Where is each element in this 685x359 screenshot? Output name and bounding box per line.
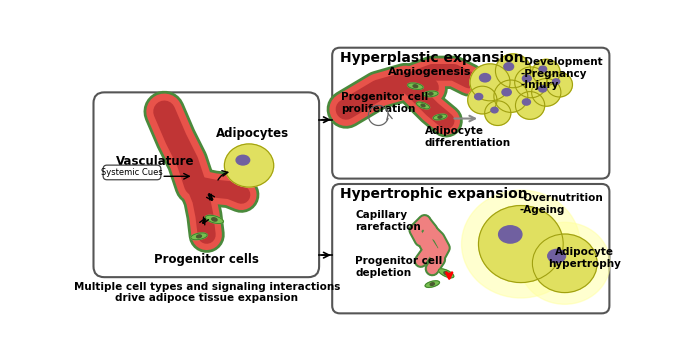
Ellipse shape [197,235,201,238]
Text: Vasculature: Vasculature [116,155,195,168]
Text: Multiple cell types and signaling interactions: Multiple cell types and signaling intera… [73,282,340,292]
FancyBboxPatch shape [332,184,610,313]
Ellipse shape [444,272,449,275]
Text: Adipocytes: Adipocytes [216,127,290,140]
Ellipse shape [225,144,274,187]
Ellipse shape [546,73,573,97]
Ellipse shape [413,85,418,88]
Ellipse shape [519,222,610,304]
Ellipse shape [515,92,545,119]
Ellipse shape [539,66,547,72]
Ellipse shape [538,86,547,92]
Text: Systemic Cues: Systemic Cues [101,168,163,177]
Ellipse shape [532,79,561,106]
Ellipse shape [408,83,423,89]
FancyBboxPatch shape [332,48,610,178]
Ellipse shape [470,64,510,101]
Text: Progenitor cells: Progenitor cells [154,253,259,266]
Ellipse shape [475,93,483,100]
Ellipse shape [485,101,511,125]
Ellipse shape [421,104,425,107]
Ellipse shape [438,269,453,278]
Ellipse shape [553,79,560,84]
Ellipse shape [430,283,434,285]
Text: -Development
-Pregnancy
-Injury: -Development -Pregnancy -Injury [521,57,603,90]
Ellipse shape [433,114,447,120]
Ellipse shape [491,107,498,113]
Ellipse shape [425,281,440,288]
Ellipse shape [206,215,223,224]
Ellipse shape [514,67,547,98]
Text: Hypertrophic expansion: Hypertrophic expansion [340,187,527,201]
Ellipse shape [499,226,522,243]
Text: Progenitor cell
depletion: Progenitor cell depletion [356,256,443,278]
Ellipse shape [504,63,514,70]
Text: Progenitor cell
proliferation: Progenitor cell proliferation [341,92,429,114]
Ellipse shape [468,86,497,114]
Ellipse shape [191,233,207,240]
Ellipse shape [523,75,532,82]
Ellipse shape [429,93,433,95]
Ellipse shape [423,91,438,97]
Ellipse shape [532,234,597,293]
Text: Capillary
rarefaction: Capillary rarefaction [356,210,421,232]
Text: Angiogenesis: Angiogenesis [388,67,472,77]
Ellipse shape [523,99,530,105]
Ellipse shape [495,54,531,88]
Text: drive adipoce tissue expansion: drive adipoce tissue expansion [115,293,298,303]
Ellipse shape [416,102,429,109]
Text: Adipocyte
differentiation: Adipocyte differentiation [425,126,511,148]
Text: Adipocyte
hypertrophy: Adipocyte hypertrophy [548,247,621,269]
Ellipse shape [479,74,490,82]
Ellipse shape [494,80,527,112]
Ellipse shape [479,206,563,283]
FancyBboxPatch shape [103,165,161,180]
Ellipse shape [532,59,560,85]
FancyBboxPatch shape [93,92,319,277]
Text: -Overnutrition
-Ageing: -Overnutrition -Ageing [519,193,603,215]
Ellipse shape [212,218,217,221]
Ellipse shape [548,250,566,262]
Text: Hyperplastic expansion: Hyperplastic expansion [340,51,523,65]
Ellipse shape [236,155,249,165]
Ellipse shape [502,89,511,96]
Ellipse shape [462,190,580,298]
Ellipse shape [438,116,442,118]
